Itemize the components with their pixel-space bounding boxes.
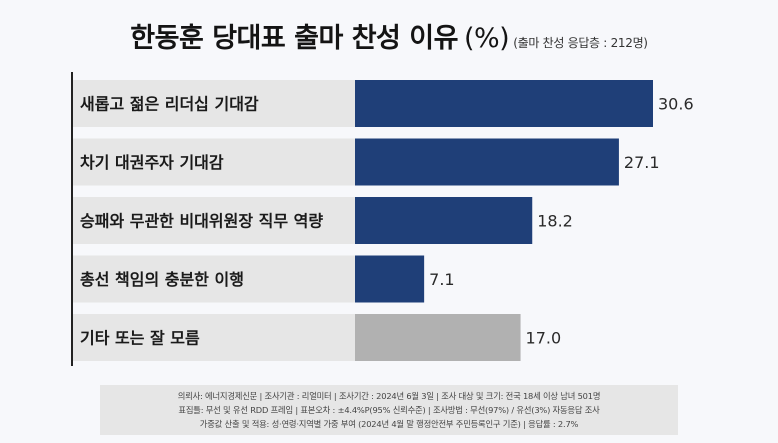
bar <box>355 255 425 303</box>
value-label: 18.2 <box>537 212 573 231</box>
category-label-bg <box>73 197 355 244</box>
value-label: 17.0 <box>526 329 562 348</box>
chart-unit: (%) <box>463 23 510 54</box>
category-label: 총선 책임의 충분한 이행 <box>80 270 244 289</box>
y-axis-line <box>71 72 73 366</box>
bar <box>355 80 653 127</box>
bar <box>355 314 521 361</box>
category-label: 새롭고 젊은 리더십 기대감 <box>80 95 259 114</box>
chart-subtitle: (출마 찬성 응답층 : 212명) <box>513 36 648 50</box>
category-label-bg <box>73 314 355 361</box>
category-label-bg <box>73 138 355 186</box>
survey-footnote: 의뢰사: 에너지경제신문 | 조사기관 : 리얼미터 | 조사기간 : 2024… <box>100 385 678 435</box>
title-row: 한동훈 당대표 출마 찬성 이유 (%) (출마 찬성 응답층 : 212명) <box>0 16 778 55</box>
chart-title: 한동훈 당대표 출마 찬성 이유 (%) <box>130 23 510 54</box>
category-label-bg <box>73 255 355 303</box>
value-label: 7.1 <box>429 270 454 289</box>
footnote-line-2: 표집틀: 무선 및 유선 RDD 프레임 | 표본오차 : ±4.4%P(95%… <box>178 405 600 415</box>
bar <box>355 138 619 186</box>
category-label: 차기 대권주자 기대감 <box>80 153 224 172</box>
value-label: 27.1 <box>624 153 660 172</box>
bar <box>355 197 533 244</box>
category-label-bg <box>73 80 355 127</box>
footnote-line-1: 의뢰사: 에너지경제신문 | 조사기관 : 리얼미터 | 조사기간 : 2024… <box>177 391 601 401</box>
footnote-line-3: 가중값 산출 및 적용: 성·연령·지역별 가중 부여 (2024년 4월 말 … <box>199 419 579 429</box>
value-label: 30.6 <box>658 95 694 114</box>
category-label: 기타 또는 잘 모름 <box>80 329 200 348</box>
category-label: 승패와 무관한 비대위원장 직무 역량 <box>80 212 323 231</box>
